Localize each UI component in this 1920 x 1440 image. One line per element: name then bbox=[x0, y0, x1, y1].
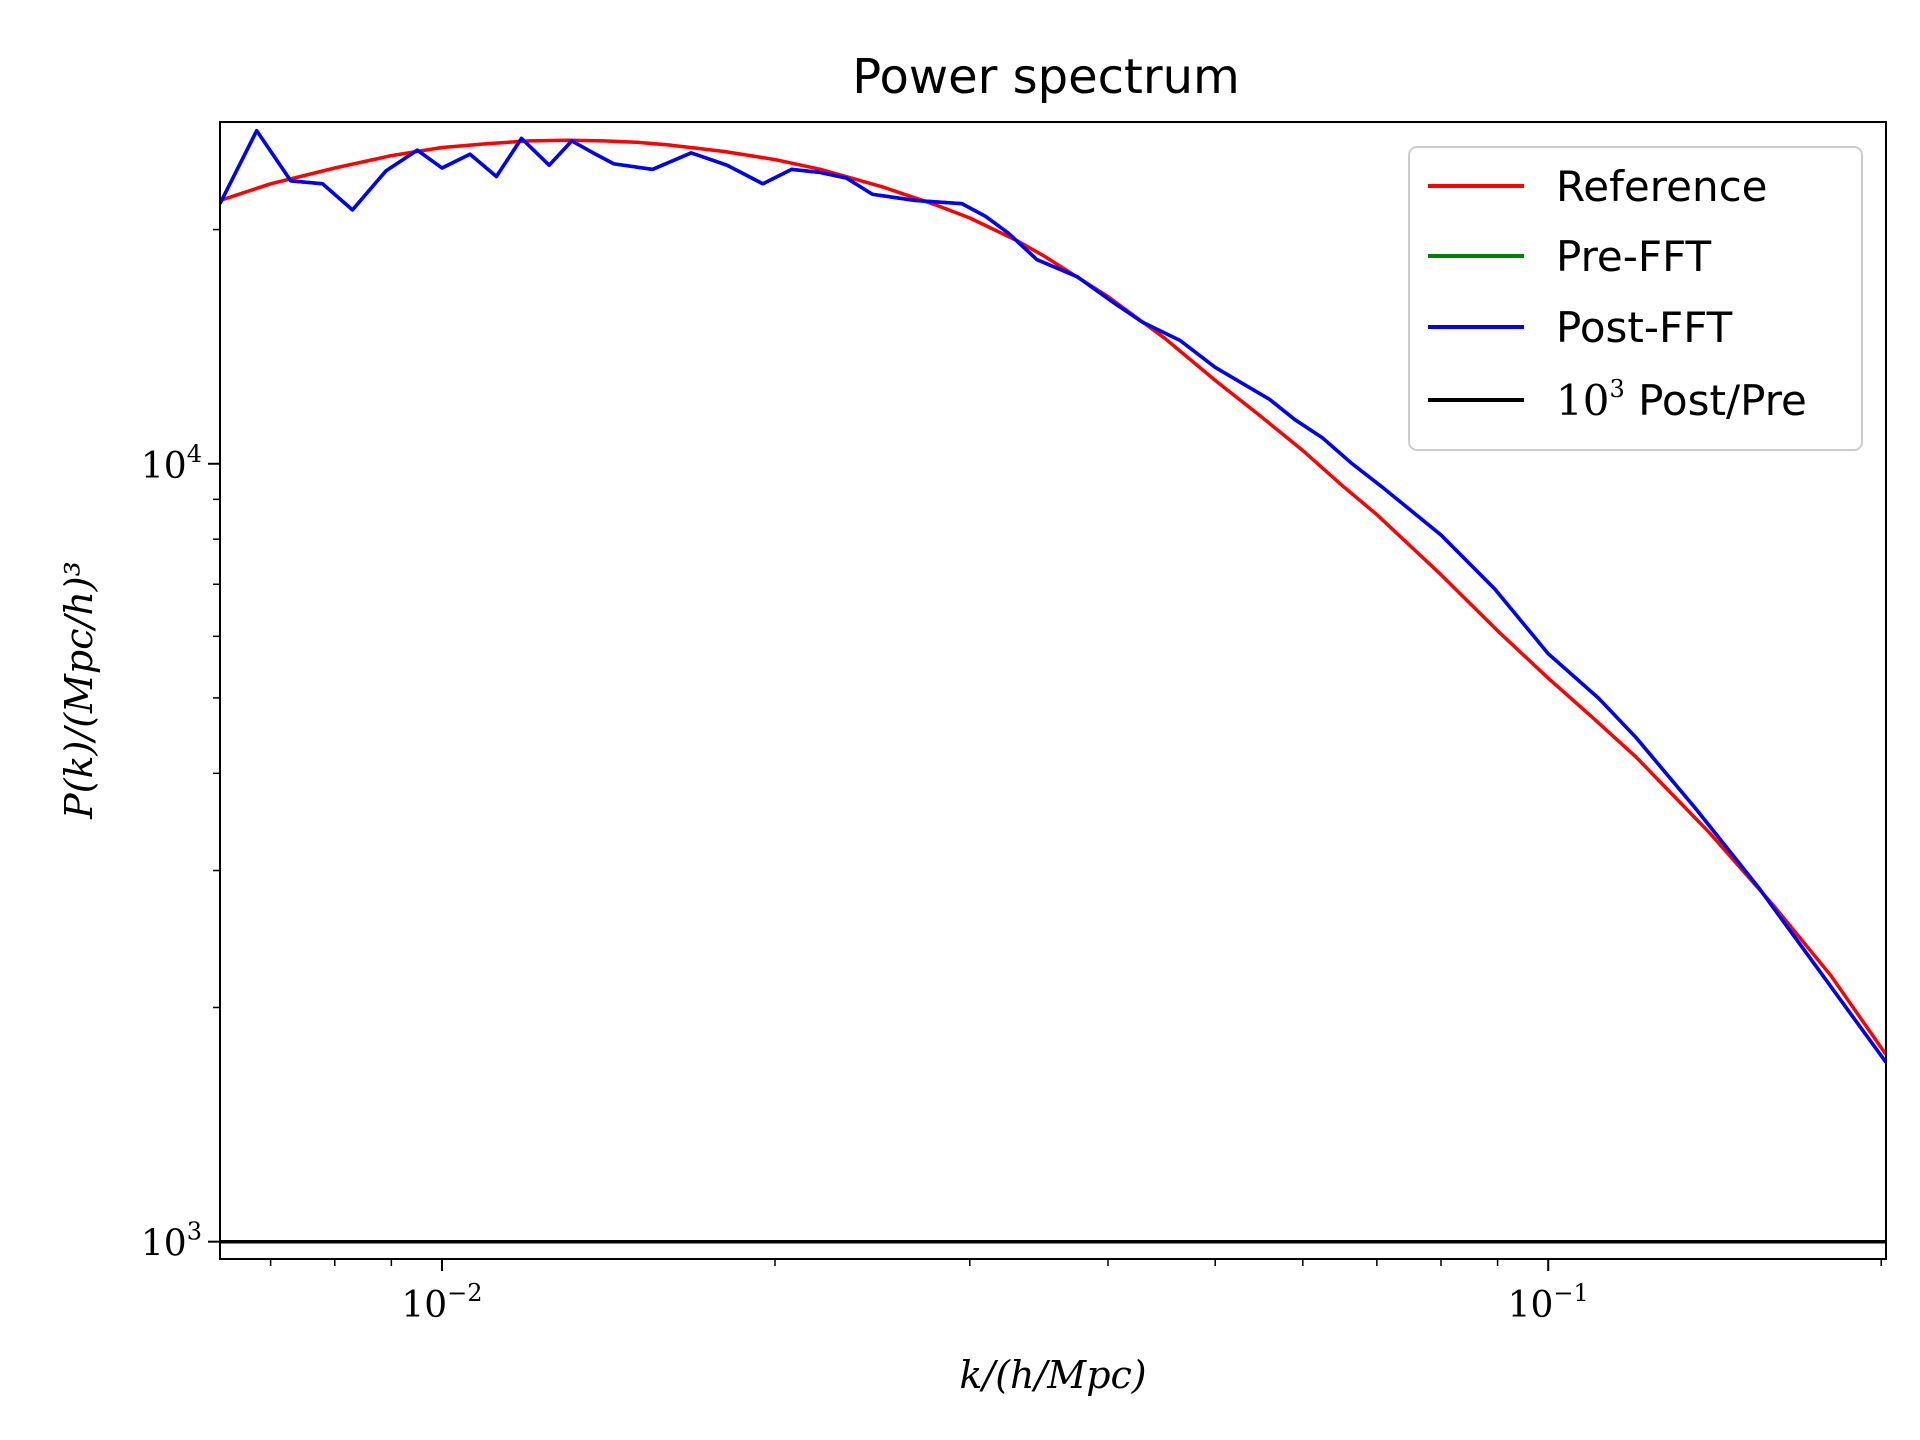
y-axis-label: P(k)/(Mpc/h)³ bbox=[57, 561, 101, 820]
legend-box bbox=[1408, 146, 1863, 451]
legend-label: 103 Post/Pre bbox=[1556, 375, 1807, 425]
legend-label: Post-FFT bbox=[1556, 303, 1733, 352]
legend-label: Reference bbox=[1556, 162, 1768, 211]
legend: Reference Pre-FFT Post-FFT 103 Post/Pre bbox=[1408, 146, 1863, 451]
legend-label: Pre-FFT bbox=[1556, 232, 1712, 281]
tick-layer: 10−2 10−1 103 104 bbox=[141, 228, 1882, 1326]
y-tick-label: 103 bbox=[141, 1218, 202, 1265]
series-line-post-fft bbox=[220, 128, 1886, 1064]
y-tick-label: 104 bbox=[141, 440, 202, 487]
x-tick-label: 10−2 bbox=[401, 1279, 482, 1326]
x-axis-label: k/(h/Mpc) bbox=[959, 1353, 1146, 1397]
x-tick-label: 10−1 bbox=[1508, 1279, 1589, 1326]
plot-frame bbox=[219, 121, 1887, 1260]
chart-title: Power spectrum bbox=[852, 49, 1240, 105]
series-layer bbox=[220, 128, 1886, 1244]
